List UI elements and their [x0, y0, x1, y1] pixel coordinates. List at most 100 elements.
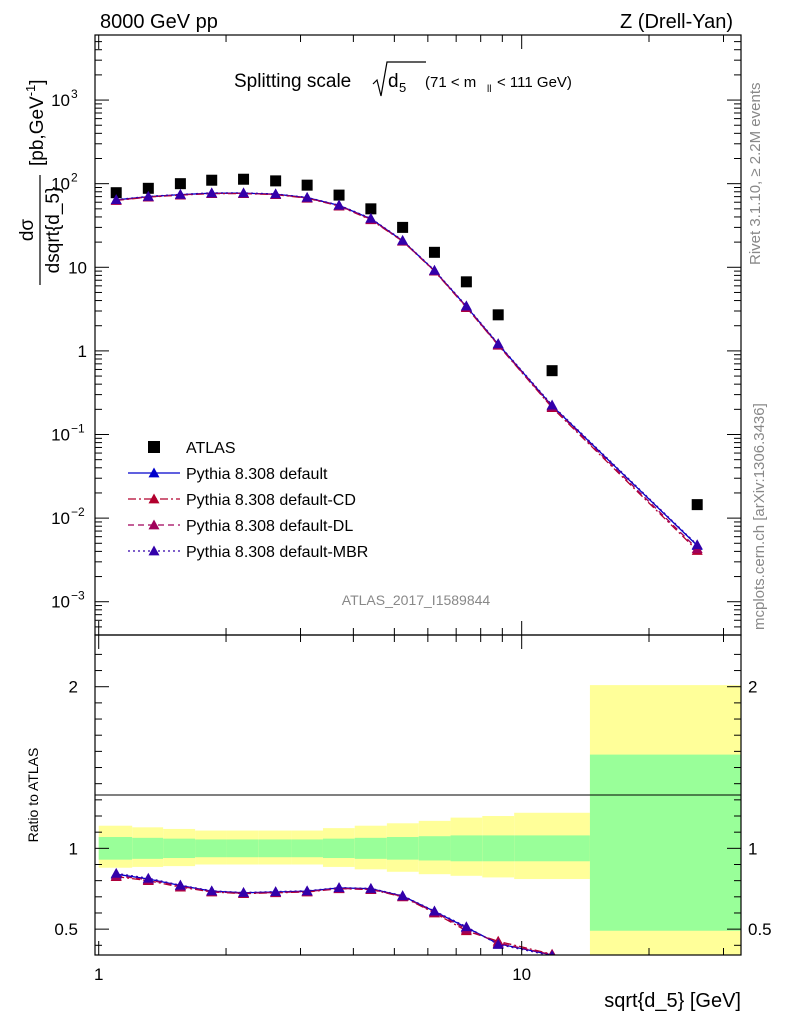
series-marker — [546, 399, 558, 410]
title-range-end: < 111 GeV) — [497, 74, 572, 91]
uncertainty-band-inner — [450, 835, 483, 862]
y-tick-label: 10 — [51, 175, 70, 194]
uncertainty-band-inner — [322, 838, 355, 859]
y-tick-label: 10 — [68, 258, 87, 277]
y-tick-label: 10 — [51, 593, 70, 612]
xlabel: sqrt{d_5} [GeV] — [604, 990, 741, 1012]
y-tick-exponent: −1 — [71, 422, 85, 436]
series-marker — [142, 190, 154, 201]
data-point — [110, 187, 122, 199]
legend-entry: Pythia 8.308 default — [128, 466, 328, 483]
y-tick-label: 10 — [51, 426, 70, 445]
series-marker — [270, 886, 282, 897]
series-marker — [301, 191, 313, 202]
uncertainty-band-inner — [291, 839, 323, 858]
plot-title: Splitting scale d 5 (71 < m ll < 111 GeV… — [234, 61, 572, 97]
data-point — [301, 179, 313, 191]
series-pythia-8-308-default — [110, 868, 556, 955]
title-range-sub: ll — [487, 84, 491, 95]
uncertainty-band-inner — [514, 835, 590, 862]
data-point — [206, 174, 218, 186]
legend-entry: ATLAS — [148, 440, 236, 457]
legend-label: Pythia 8.308 default-CD — [186, 492, 356, 509]
series-marker — [428, 264, 440, 275]
uncertainty-band-inner — [482, 835, 515, 862]
legend-marker — [148, 493, 160, 504]
series-marker — [397, 890, 409, 901]
legend-entry: Pythia 8.308 default-DL — [128, 518, 353, 535]
series-marker — [238, 187, 250, 198]
y-tick-label: 1 — [78, 342, 87, 361]
legend-marker — [148, 467, 160, 478]
uncertainty-band-inner — [163, 838, 196, 859]
series-marker — [110, 194, 122, 204]
series-marker — [238, 886, 250, 897]
data-point — [333, 189, 345, 201]
uncertainty-band-inner — [418, 836, 451, 861]
series-marker — [428, 905, 440, 916]
ylabel-denominator: dsqrt{d_5} — [43, 187, 64, 274]
series-marker — [691, 539, 703, 550]
main-ylabel: dσ dsqrt{d_5} [pb,GeV-1] — [17, 79, 64, 285]
series-marker — [301, 885, 313, 896]
ratio-series — [110, 867, 556, 955]
legend-entry: Pythia 8.308 default-MBR — [128, 544, 368, 561]
series-marker — [333, 882, 345, 893]
sqrt-sign — [372, 61, 426, 97]
series-pythia-8-308-default-mbr — [110, 187, 703, 550]
series-marker — [142, 872, 154, 883]
data-point — [492, 309, 504, 321]
data-point — [142, 182, 154, 194]
ratio-y-tick-label: 1 — [69, 839, 78, 858]
series-marker — [110, 867, 122, 878]
data-point — [365, 203, 377, 215]
uncertainty-band-inner — [132, 837, 164, 859]
uncertainty-band-inner — [195, 839, 227, 858]
series-marker — [549, 950, 555, 955]
uncertainty-band-inner — [98, 837, 133, 860]
series-marker — [174, 879, 186, 890]
series-marker — [333, 199, 345, 210]
y-tick-label: 10 — [51, 91, 70, 110]
series-marker — [365, 212, 377, 223]
series-marker — [365, 882, 377, 893]
series-line — [116, 872, 552, 955]
legend-marker — [148, 441, 160, 453]
x-tick-label: 1 — [94, 965, 103, 984]
legend: ATLAS Pythia 8.308 default Pythia 8.308 de… — [128, 440, 368, 561]
legend-marker — [148, 519, 160, 530]
series-atlas — [110, 173, 703, 511]
ratio-frame — [94, 634, 742, 956]
data-point — [270, 175, 282, 187]
y-tick-label: 10 — [51, 509, 70, 528]
ratio-y-tick-label: 0.5 — [54, 920, 78, 939]
series-line — [116, 875, 553, 955]
y-tick-exponent: −2 — [71, 505, 85, 519]
header-left: 8000 GeV pp — [100, 11, 218, 33]
uncertainty-band-inner — [589, 754, 741, 931]
series-marker — [270, 188, 282, 199]
uncertainty-band-inner — [354, 837, 387, 859]
series-marker — [206, 187, 218, 198]
series-pythia-8-308-default-mbr — [110, 867, 555, 955]
series-line — [116, 192, 698, 546]
series-pythia-8-308-default-dl — [110, 870, 556, 955]
data-point — [397, 221, 409, 233]
ratio-ylabel: Ratio to ATLAS — [25, 748, 41, 843]
uncertainty-band-inner — [386, 837, 419, 860]
series-pythia-8-308-default-cd — [110, 871, 556, 955]
title-main: Splitting scale — [234, 71, 351, 92]
legend-marker — [148, 545, 160, 556]
ratio-y-tick-label-right: 2 — [748, 678, 757, 697]
y-tick-exponent: 3 — [71, 87, 78, 101]
mcplots-label: mcplots.cern.ch [arXiv:1306.3436] — [751, 403, 768, 630]
rivet-label: Rivet 3.1.10, ≥ 2.2M events — [747, 83, 764, 266]
main-series — [110, 173, 703, 555]
ratio-y-tick-label-right: 0.5 — [748, 920, 772, 939]
series-marker — [206, 885, 218, 896]
uncertainty-band-inner — [226, 839, 259, 858]
header-right: Z (Drell-Yan) — [620, 11, 733, 33]
data-point — [238, 173, 250, 185]
